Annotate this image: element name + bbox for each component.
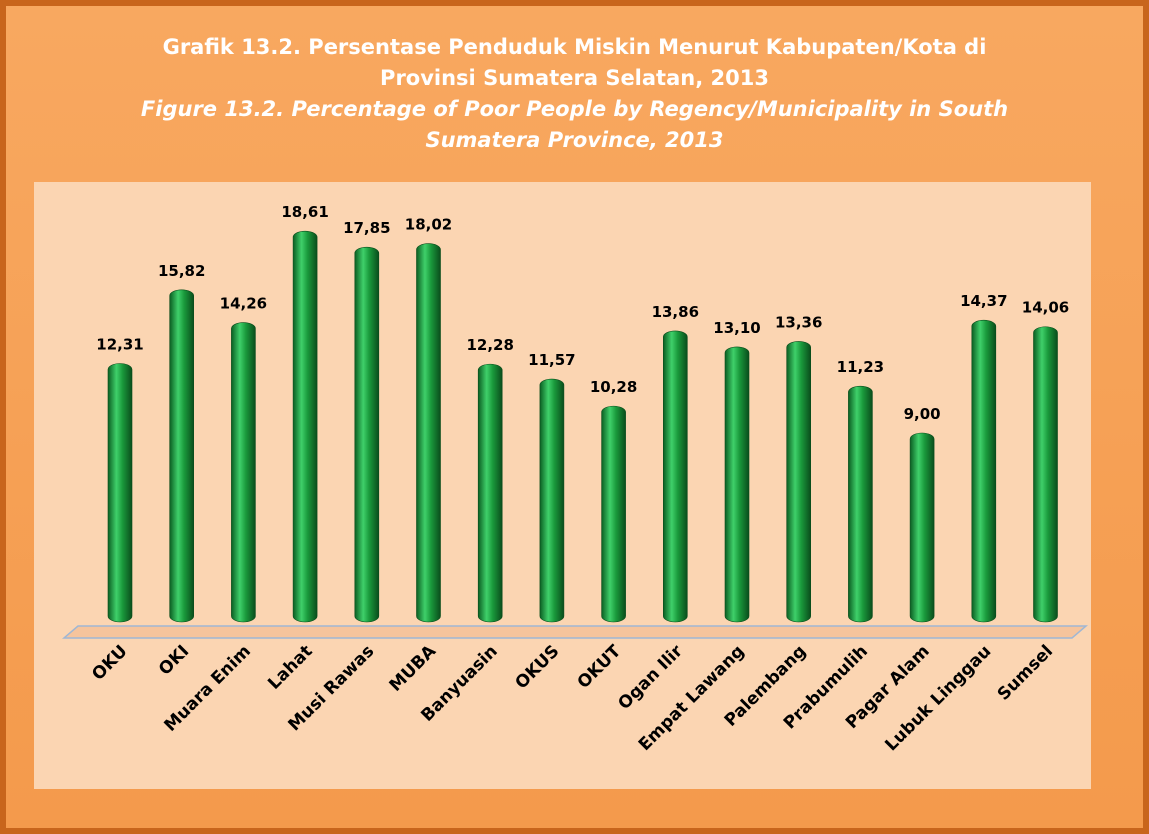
bar bbox=[1033, 326, 1058, 623]
bar bbox=[169, 289, 194, 623]
chart-subtitle: Figure 13.2. Percentage of Poor People b… bbox=[140, 97, 1009, 152]
bar bbox=[477, 363, 503, 623]
data-label: 13,36 bbox=[775, 313, 822, 331]
bar bbox=[354, 246, 380, 623]
data-label: 17,85 bbox=[343, 219, 390, 237]
floor bbox=[61, 625, 1089, 639]
data-label: 9,00 bbox=[904, 405, 941, 423]
bar bbox=[909, 432, 935, 623]
data-label: 11,23 bbox=[837, 358, 884, 376]
bar bbox=[848, 385, 873, 623]
data-label: 13,86 bbox=[652, 303, 699, 321]
data-label: 12,31 bbox=[96, 335, 143, 353]
titles: Grafik 13.2. Persentase Penduduk Miskin … bbox=[6, 32, 1143, 156]
data-label: 18,02 bbox=[405, 216, 452, 234]
data-label: 14,06 bbox=[1022, 299, 1069, 317]
data-label: 13,10 bbox=[713, 319, 760, 337]
bar bbox=[971, 319, 997, 623]
bar bbox=[292, 230, 318, 623]
bar bbox=[416, 243, 441, 623]
data-label: 14,37 bbox=[960, 292, 1007, 310]
bar bbox=[724, 346, 750, 623]
bar bbox=[662, 330, 688, 623]
bar bbox=[601, 405, 626, 623]
data-label: 10,28 bbox=[590, 378, 637, 396]
bar bbox=[231, 322, 256, 623]
data-label: 18,61 bbox=[281, 203, 328, 221]
bar bbox=[107, 363, 133, 623]
data-label: 12,28 bbox=[466, 336, 513, 354]
chart-title: Grafik 13.2. Persentase Penduduk Miskin … bbox=[162, 35, 987, 90]
data-label: 14,26 bbox=[220, 295, 267, 313]
bar bbox=[539, 378, 565, 623]
bar bbox=[786, 341, 812, 623]
data-label: 11,57 bbox=[528, 351, 575, 369]
data-label: 15,82 bbox=[158, 262, 205, 280]
